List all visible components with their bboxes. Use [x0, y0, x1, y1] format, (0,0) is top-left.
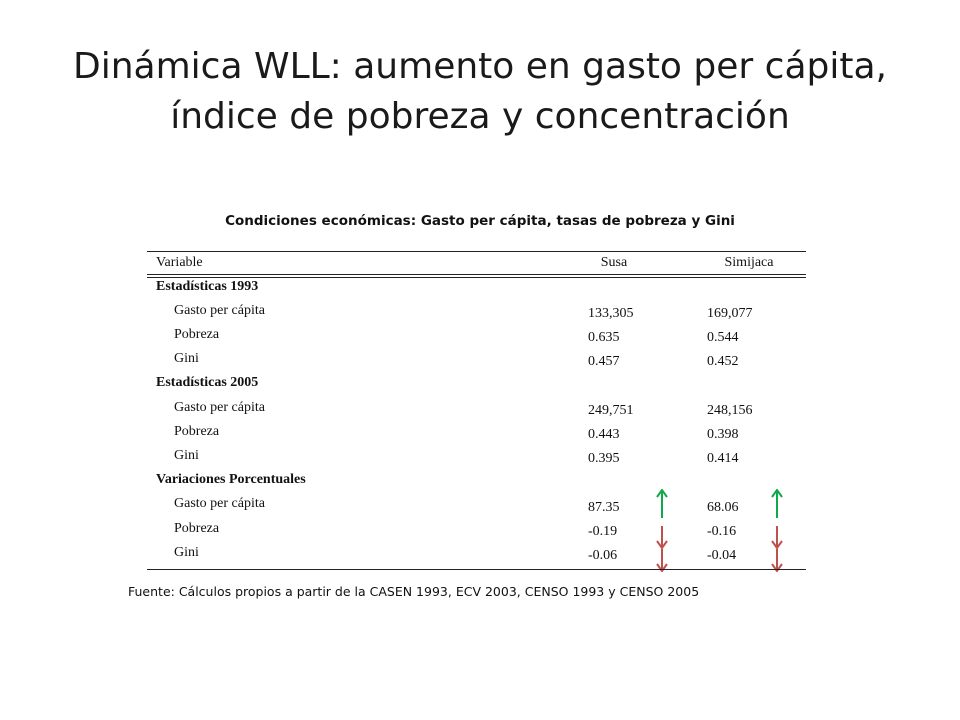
table-caption: Condiciones económicas: Gasto per cápita… — [225, 213, 735, 229]
table-bottom-rule — [147, 569, 806, 570]
susa-value: -0.19 — [588, 524, 618, 539]
trend-up-arrow-icon — [656, 489, 668, 518]
header-rule-double — [147, 277, 806, 278]
susa-value: 0.395 — [588, 451, 620, 466]
simijaca-value: 0.452 — [707, 354, 739, 369]
susa-value: -0.06 — [588, 548, 618, 563]
table-top-rule — [147, 251, 806, 252]
trend-down-arrow-icon — [771, 549, 783, 572]
header-simijaca: Simijaca — [724, 255, 774, 270]
row-label: Gasto per cápita — [174, 496, 265, 511]
header-rule — [147, 274, 806, 275]
simijaca-value: -0.16 — [707, 524, 737, 539]
section-title-2005: Estadísticas 2005 — [156, 375, 259, 390]
slide-title: Dinámica WLL: aumento en gasto per cápit… — [0, 42, 960, 142]
row-label: Pobreza — [174, 327, 220, 342]
header-susa: Susa — [600, 255, 628, 270]
trend-down-arrow-icon — [656, 549, 668, 572]
source-note: Fuente: Cálculos propios a partir de la … — [128, 584, 700, 599]
trend-down-arrow-icon — [771, 526, 783, 549]
simijaca-value: 248,156 — [707, 403, 753, 418]
simijaca-value: 0.398 — [707, 427, 739, 442]
trend-up-arrow-icon — [771, 489, 783, 518]
row-label: Gini — [174, 351, 199, 366]
row-label: Gini — [174, 545, 199, 560]
susa-value: 0.443 — [588, 427, 620, 442]
section-title-1993: Estadísticas 1993 — [156, 279, 259, 294]
slide-title-line-1: Dinámica WLL: aumento en gasto per cápit… — [73, 46, 887, 87]
header-variable: Variable — [156, 255, 203, 270]
susa-value: 249,751 — [588, 403, 634, 418]
susa-value: 87.35 — [588, 500, 620, 515]
susa-value: 0.457 — [588, 354, 620, 369]
row-label: Pobreza — [174, 424, 220, 439]
trend-down-arrow-icon — [656, 526, 668, 549]
row-label: Gini — [174, 448, 199, 463]
susa-value: 133,305 — [588, 306, 634, 321]
row-label: Pobreza — [174, 521, 220, 536]
row-label: Gasto per cápita — [174, 400, 265, 415]
susa-value: 0.635 — [588, 330, 620, 345]
simijaca-value: 169,077 — [707, 306, 753, 321]
section-title-variaciones: Variaciones Porcentuales — [156, 472, 306, 487]
row-label: Gasto per cápita — [174, 303, 265, 318]
simijaca-value: 0.544 — [707, 330, 739, 345]
slide-title-line-2: índice de pobreza y concentración — [170, 96, 790, 137]
simijaca-value: 68.06 — [707, 500, 739, 515]
simijaca-value: 0.414 — [707, 451, 739, 466]
simijaca-value: -0.04 — [707, 548, 737, 563]
